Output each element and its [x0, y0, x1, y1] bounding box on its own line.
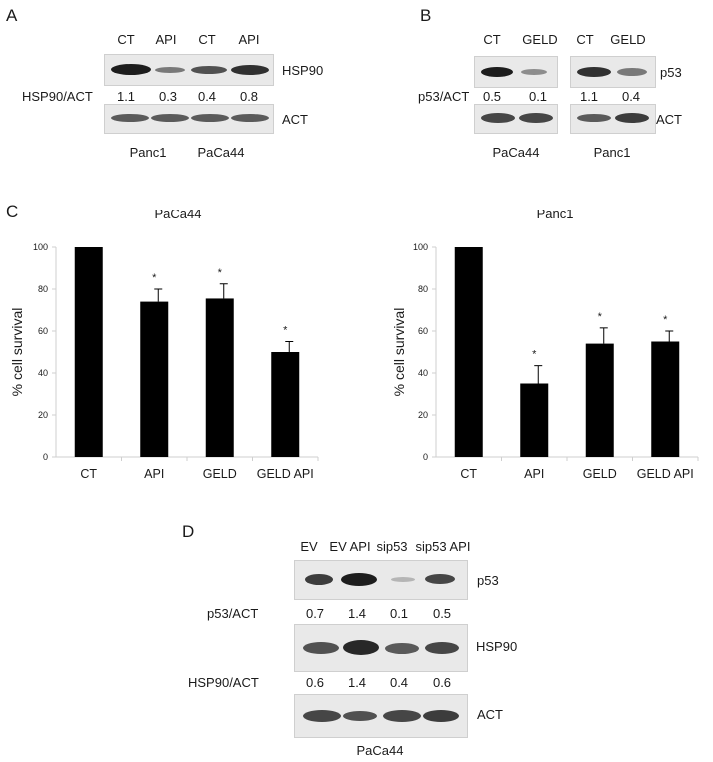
panel-a-letter: A	[6, 6, 18, 25]
panel-b-act-blot-paca44	[474, 104, 558, 134]
panel-b-ratio-label: p53/ACT	[418, 89, 470, 104]
significance-marker: *	[152, 272, 157, 284]
chart-title: PaCa44	[155, 210, 202, 221]
chart-title: Panc1	[537, 210, 574, 221]
panel-b-ratio-4: 0.4	[621, 89, 641, 104]
panel-a-lane-1: CT	[117, 32, 135, 47]
panel-d-ratio2-1: 0.6	[305, 675, 325, 690]
bar	[585, 343, 614, 457]
panel-b-cell-line-1: PaCa44	[492, 145, 540, 160]
significance-marker: *	[283, 325, 288, 337]
panel-a-lane-4: API	[238, 32, 260, 47]
x-tick-label: CT	[460, 467, 477, 481]
y-tick-label: 80	[418, 284, 428, 294]
significance-marker: *	[663, 314, 668, 326]
panel-a-ratio-1: 1.1	[116, 89, 136, 104]
bar	[140, 301, 169, 457]
panel-c-letter: C	[6, 202, 19, 221]
panel-b-p53-blot-paca44	[474, 56, 558, 88]
panel-b-cell-line-2: Panc1	[593, 145, 631, 160]
y-tick-label: 0	[43, 452, 48, 462]
panel-d-ratio2-3: 0.4	[389, 675, 409, 690]
panel-a-hsp90-blot	[104, 54, 274, 86]
panel-d-act-label: ACT	[477, 707, 503, 722]
panel-d-p53-blot	[294, 560, 468, 600]
x-tick-label: API	[524, 467, 544, 481]
panel-d-lane-3: sip53	[376, 539, 408, 554]
bar	[205, 298, 234, 457]
panel-b-ratio-2: 0.1	[528, 89, 548, 104]
y-tick-label: 0	[423, 452, 428, 462]
panel-b-ratio-3: 1.1	[579, 89, 599, 104]
panel-b-p53-label: p53	[660, 65, 682, 80]
x-tick-label: GELD API	[257, 467, 314, 481]
panel-a-ratio-3: 0.4	[197, 89, 217, 104]
panel-a-act-label: ACT	[282, 112, 308, 127]
y-tick-label: 60	[418, 326, 428, 336]
panel-d-act-blot	[294, 694, 468, 738]
panel-a-hsp90-label: HSP90	[282, 63, 324, 78]
chart-panc1: Panc1 % cell survival 0 20 40 60 80 100 CT * API * G…	[391, 210, 699, 481]
panel-b-ratio-1: 0.5	[482, 89, 502, 104]
panel-a-ratio-2: 0.3	[158, 89, 178, 104]
panel-c-charts: PaCa44 % cell survival 0 20 40 60 80 100 CT * API *…	[9, 210, 699, 481]
panel-b-lane-3: CT	[576, 32, 594, 47]
x-tick-label: CT	[80, 467, 97, 481]
panel-b-lane-4: GELD	[610, 32, 646, 47]
panel-d-hsp90-label: HSP90	[476, 639, 518, 654]
panel-b-letter: B	[420, 6, 432, 25]
y-tick-label: 60	[38, 326, 48, 336]
y-tick-label: 20	[38, 410, 48, 420]
panel-d-ratio1-label: p53/ACT	[207, 606, 259, 621]
panel-b-lane-2: GELD	[522, 32, 558, 47]
panel-d-letter: D	[182, 522, 195, 541]
y-tick-label: 40	[418, 368, 428, 378]
x-tick-label: GELD	[203, 467, 237, 481]
significance-marker: *	[598, 311, 603, 323]
panel-a-cell-line-2: PaCa44	[197, 145, 245, 160]
panel-d-ratio2-label: HSP90/ACT	[188, 675, 259, 690]
y-tick-label: 40	[38, 368, 48, 378]
significance-marker: *	[532, 349, 537, 361]
x-tick-label: GELD	[583, 467, 617, 481]
panel-a-act-blot	[104, 104, 274, 134]
panel-b-act-label: ACT	[656, 112, 682, 127]
y-tick-label: 80	[38, 284, 48, 294]
panel-d-ratio1-4: 0.5	[432, 606, 452, 621]
panel-b-p53-blot-panc1	[570, 56, 656, 88]
panel-d-p53-label: p53	[477, 573, 499, 588]
significance-marker: *	[218, 267, 223, 279]
panel-a-lane-3: CT	[198, 32, 216, 47]
bar	[454, 247, 483, 457]
y-tick-label: 100	[33, 242, 48, 252]
y-axis-label: % cell survival	[391, 308, 407, 397]
panel-d-lane-4: sip53 API	[415, 539, 471, 554]
panel-d-ratio2-2: 1.4	[347, 675, 367, 690]
bar	[651, 341, 680, 457]
panel-a-ratio-label: HSP90/ACT	[22, 89, 93, 104]
x-tick-label: GELD API	[637, 467, 694, 481]
panel-d-ratio1-2: 1.4	[347, 606, 367, 621]
bar	[271, 352, 300, 457]
panel-d-cell-line: PaCa44	[356, 743, 404, 758]
panel-d-ratio1-3: 0.1	[389, 606, 409, 621]
panel-d-lane-1: EV	[300, 539, 318, 554]
panel-b-act-blot-panc1	[570, 104, 656, 134]
panel-d-ratio1-1: 0.7	[305, 606, 325, 621]
panel-a-lane-2: API	[155, 32, 177, 47]
bar	[74, 247, 103, 457]
x-tick-label: API	[144, 467, 164, 481]
y-tick-label: 100	[413, 242, 428, 252]
y-tick-label: 20	[418, 410, 428, 420]
y-axis-label: % cell survival	[9, 308, 25, 397]
panel-d-ratio2-4: 0.6	[432, 675, 452, 690]
bar	[520, 383, 549, 457]
panel-d-lane-2: EV API	[329, 539, 371, 554]
panel-a-cell-line-1: Panc1	[129, 145, 167, 160]
panel-b-lane-1: CT	[483, 32, 501, 47]
chart-paca44: PaCa44 % cell survival 0 20 40 60 80 100 CT * API *…	[9, 210, 319, 481]
panel-d-hsp90-blot	[294, 624, 468, 672]
panel-a-ratio-4: 0.8	[239, 89, 259, 104]
